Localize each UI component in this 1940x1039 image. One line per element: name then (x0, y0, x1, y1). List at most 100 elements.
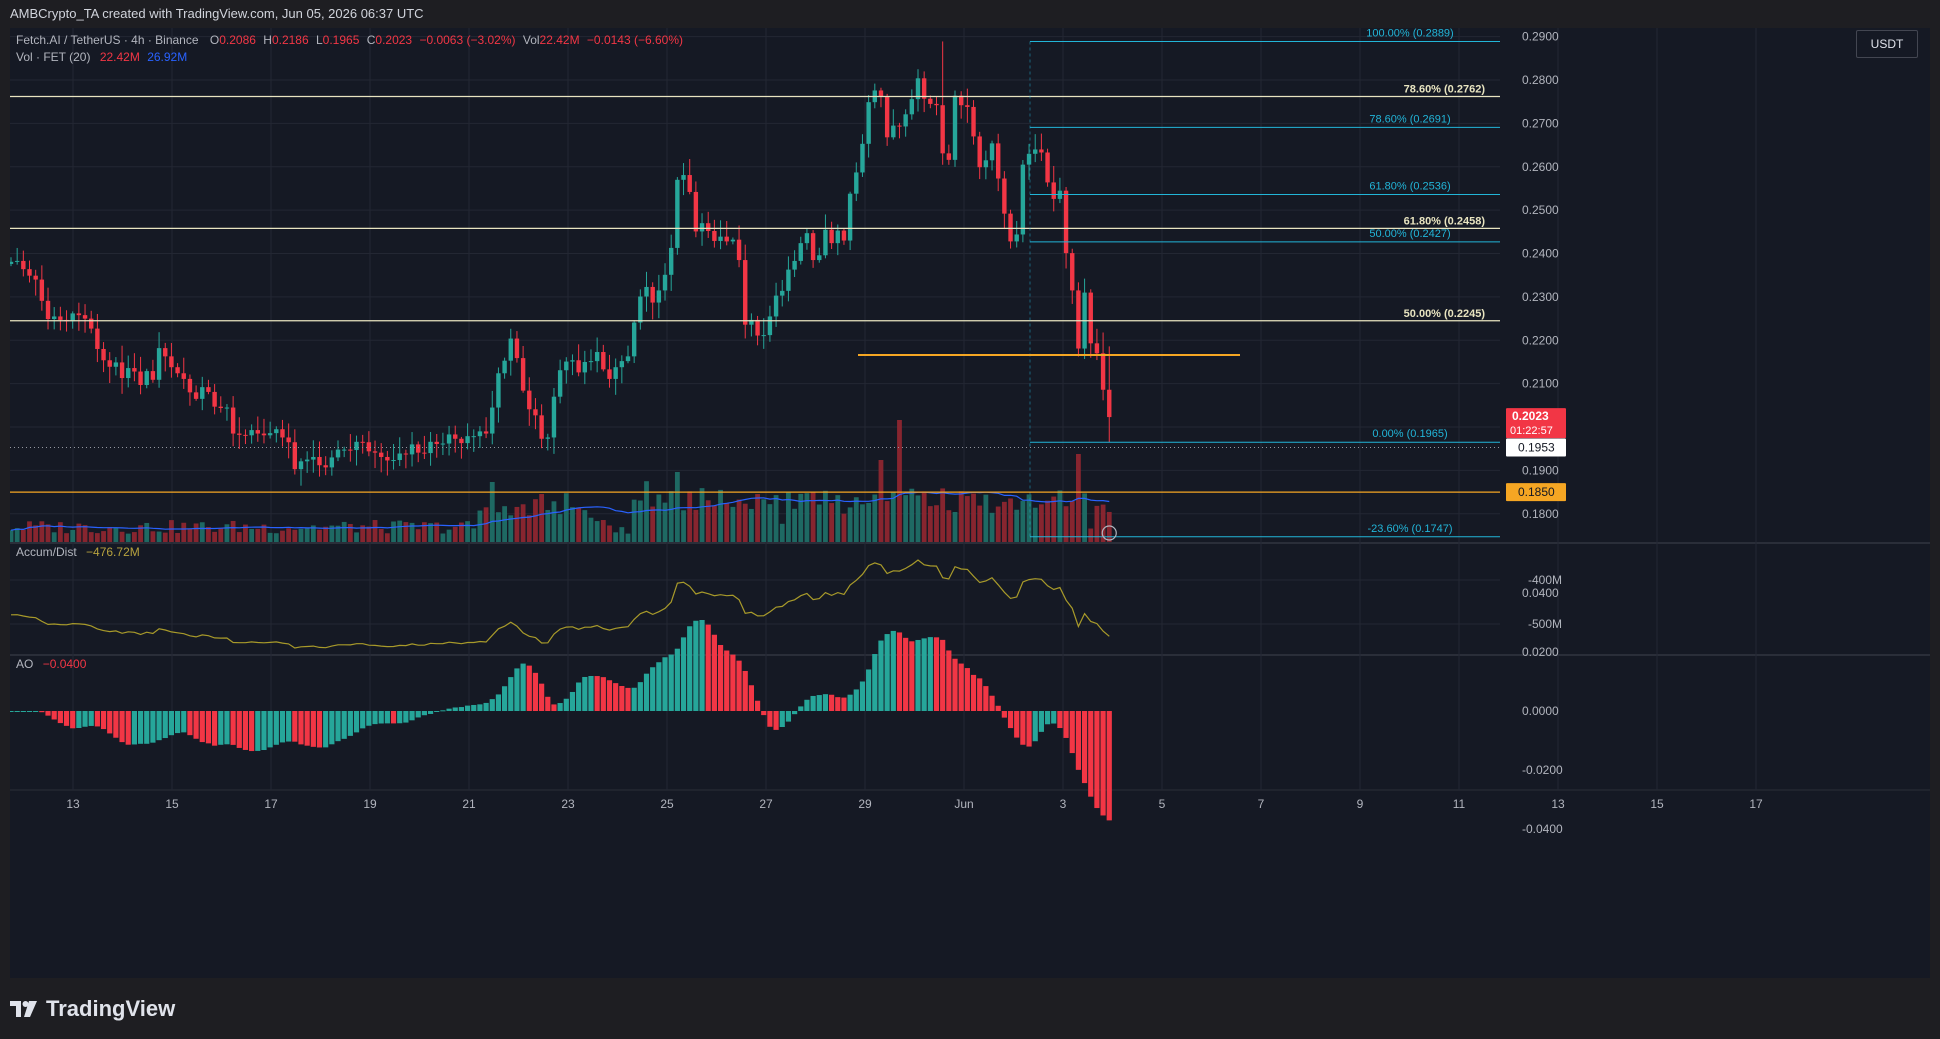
ao-bar (532, 672, 539, 711)
ao-bar (896, 632, 903, 711)
ao-bar (279, 711, 286, 743)
candle-body (829, 229, 834, 244)
candle-body (243, 434, 248, 436)
candle-body (10, 261, 14, 264)
ao-bar (471, 704, 477, 711)
candle-body (323, 465, 328, 468)
dotted-level-tag: 0.1953 (1518, 440, 1555, 454)
volume-bar (446, 529, 452, 542)
candle-body (921, 78, 927, 99)
tradingview-brand[interactable]: TradingView (10, 996, 175, 1022)
ao-bar (878, 640, 884, 711)
candle-body (607, 369, 612, 379)
ao-bar (174, 711, 181, 734)
vol-label: Vol (522, 33, 540, 47)
volume-bar (637, 500, 643, 542)
candle-body (1088, 292, 1093, 344)
candle-body (928, 98, 933, 104)
time-tick-label: 23 (561, 797, 575, 811)
candle-body (206, 387, 211, 392)
fib-right-label: -23.60% (0.1747) (1368, 523, 1453, 535)
time-tick-label: 3 (1060, 797, 1067, 811)
candle-body (459, 438, 464, 444)
candle-body (379, 452, 384, 457)
vol-ma-value-1: 22.42M (99, 50, 140, 64)
volume-bars-group (10, 420, 1112, 542)
ao-bar (970, 674, 977, 711)
volume-bar (459, 522, 464, 542)
candle-body (21, 260, 26, 270)
ao-bar (347, 711, 353, 736)
candle-body (1076, 290, 1081, 349)
volume-bar (533, 499, 538, 542)
time-tick-label: 13 (66, 797, 80, 811)
ao-bar (1044, 711, 1051, 725)
last-price-tag: 0.2023 (1512, 409, 1549, 423)
volume-bar (773, 495, 779, 542)
candle-body (644, 286, 649, 297)
volume-bar (76, 523, 82, 542)
candle-body (780, 290, 785, 296)
volume-bar (169, 520, 174, 542)
candle-body (971, 106, 976, 137)
ao-bar (131, 711, 137, 745)
volume-bar (1069, 501, 1075, 542)
volume-bar (64, 533, 69, 542)
volume-bar (927, 506, 933, 542)
chart-canvas[interactable]: 0.2900 0.2800 0.2700 0.2600 0.2500 0.2400 0.23… (10, 28, 1930, 978)
candle-body (14, 260, 20, 262)
time-tick-label: 15 (1650, 797, 1664, 811)
candle-body (33, 275, 38, 280)
candle-body (835, 230, 840, 244)
volume-bar (452, 526, 458, 542)
ao-bar (785, 711, 792, 722)
symbol-legend: Fetch.AI / TetherUS · 4h · Binance O0.20… (16, 33, 683, 47)
orange-level-tag: 0.1850 (1518, 485, 1555, 499)
ao-bar (360, 711, 366, 729)
ao-bar (107, 711, 113, 734)
volume-bar (730, 506, 736, 542)
candle-body (1100, 353, 1106, 390)
candle-body (940, 105, 945, 154)
candle-body (989, 143, 995, 161)
candle-body (693, 191, 699, 232)
ao-bar (514, 668, 520, 711)
ao-bar (915, 639, 921, 711)
ao-bar (329, 711, 335, 745)
volume-bar (705, 500, 711, 542)
volume-bar (286, 528, 292, 542)
ao-bar (464, 705, 471, 711)
ao-bar (1106, 711, 1112, 821)
candle-body (582, 361, 588, 373)
volume-bar (952, 511, 958, 542)
ao-bar (637, 682, 643, 711)
candle-body (743, 260, 748, 325)
volume-bar (45, 524, 51, 542)
volume-bar (224, 524, 230, 542)
ao-bar (983, 686, 989, 711)
ao-bar (70, 711, 76, 729)
ao-bar (212, 711, 218, 746)
currency-selector[interactable]: USDT (1856, 30, 1918, 58)
ao-bar (261, 711, 267, 751)
candle-body (675, 179, 680, 248)
candle-body (520, 358, 526, 391)
ao-bar (730, 654, 736, 711)
price-tick-label: 0.2500 (1522, 203, 1559, 217)
volume-bar (27, 521, 32, 542)
volume-bar (668, 491, 674, 542)
chart-frame[interactable]: 0.2900 0.2800 0.2700 0.2600 0.2500 0.2400 0.23… (10, 28, 1930, 978)
candle-body (915, 78, 921, 100)
volume-bar (921, 491, 927, 542)
candle-body (545, 437, 550, 439)
candle-body (150, 371, 156, 380)
ao-bar (323, 711, 329, 748)
candle-body (27, 269, 32, 276)
fib-right-label: 100.00% (0.2889) (1366, 28, 1453, 39)
time-tick-label: 9 (1357, 797, 1364, 811)
ao-bar (434, 711, 440, 712)
ao-bar (582, 676, 588, 711)
candle-body (798, 243, 803, 261)
candle-body (952, 95, 958, 160)
grid-lines (10, 28, 1757, 790)
